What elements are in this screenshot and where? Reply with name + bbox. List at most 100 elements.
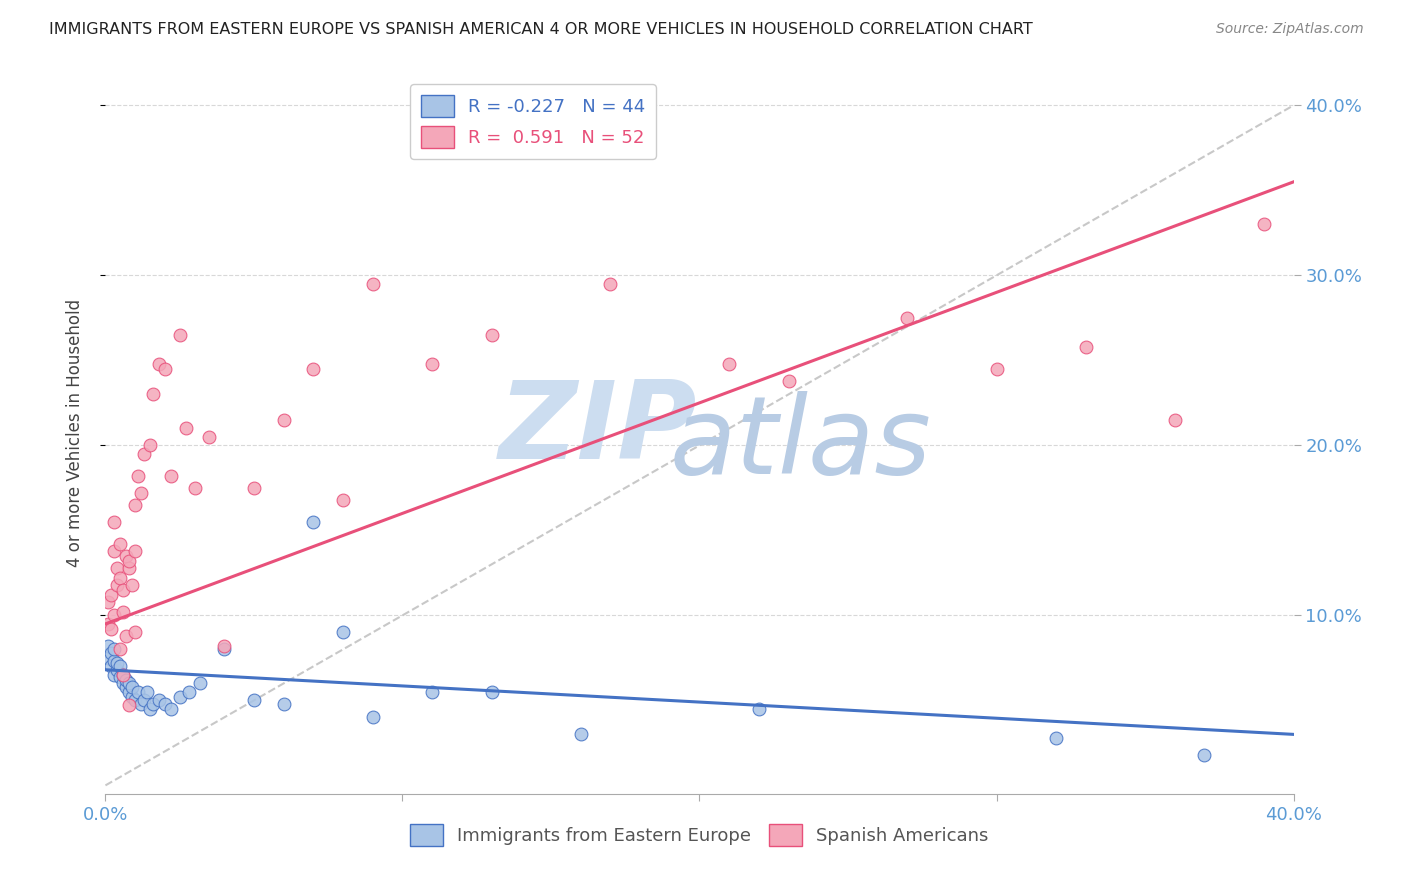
Point xyxy=(1253,218,1275,232)
Point xyxy=(112,582,135,597)
Point xyxy=(112,668,135,682)
Point xyxy=(129,697,152,711)
Point xyxy=(198,430,221,444)
Point xyxy=(118,698,141,713)
Point xyxy=(302,515,325,529)
Point xyxy=(273,697,295,711)
Point xyxy=(599,277,621,291)
Point xyxy=(243,481,266,495)
Point xyxy=(132,447,155,461)
Point xyxy=(159,702,181,716)
Point xyxy=(569,727,592,741)
Point xyxy=(127,685,149,699)
Point xyxy=(110,642,132,657)
Point xyxy=(105,578,128,592)
Point xyxy=(105,656,128,670)
Point xyxy=(139,438,162,452)
Point xyxy=(124,498,146,512)
Y-axis label: 4 or more Vehicles in Household: 4 or more Vehicles in Household xyxy=(66,299,84,566)
Point xyxy=(124,625,146,640)
Point xyxy=(100,646,122,660)
Point xyxy=(177,685,200,699)
Point xyxy=(153,697,176,711)
Point xyxy=(214,642,236,657)
Point xyxy=(718,357,741,371)
Point xyxy=(121,680,143,694)
Point xyxy=(148,357,170,371)
Point xyxy=(118,554,141,568)
Point xyxy=(986,362,1008,376)
Point xyxy=(1045,731,1067,745)
Point xyxy=(169,690,191,704)
Point xyxy=(159,469,181,483)
Point xyxy=(115,629,138,643)
Point xyxy=(103,543,125,558)
Text: IMMIGRANTS FROM EASTERN EUROPE VS SPANISH AMERICAN 4 OR MORE VEHICLES IN HOUSEHO: IMMIGRANTS FROM EASTERN EUROPE VS SPANIS… xyxy=(49,22,1033,37)
Point xyxy=(896,310,918,325)
Point xyxy=(302,362,325,376)
Point xyxy=(97,616,120,631)
Point xyxy=(174,421,197,435)
Point xyxy=(778,374,800,388)
Point xyxy=(103,608,125,623)
Point xyxy=(127,469,149,483)
Point xyxy=(481,327,503,342)
Point xyxy=(1164,413,1187,427)
Point xyxy=(132,693,155,707)
Text: Source: ZipAtlas.com: Source: ZipAtlas.com xyxy=(1216,22,1364,37)
Point xyxy=(273,413,295,427)
Point xyxy=(112,668,135,682)
Point xyxy=(118,561,141,575)
Point xyxy=(142,697,165,711)
Point xyxy=(420,357,443,371)
Point xyxy=(103,515,125,529)
Point xyxy=(121,578,143,592)
Point xyxy=(115,680,138,694)
Point xyxy=(105,663,128,677)
Point xyxy=(139,702,162,716)
Point xyxy=(112,605,135,619)
Point xyxy=(115,549,138,563)
Text: ZIP: ZIP xyxy=(499,376,697,482)
Point xyxy=(100,659,122,673)
Point xyxy=(121,690,143,704)
Point xyxy=(142,387,165,401)
Point xyxy=(100,588,122,602)
Point xyxy=(136,685,159,699)
Point xyxy=(110,571,132,585)
Point xyxy=(118,676,141,690)
Point xyxy=(361,710,384,724)
Point xyxy=(115,673,138,687)
Point xyxy=(190,676,212,690)
Point xyxy=(97,595,120,609)
Point xyxy=(100,622,122,636)
Point xyxy=(243,693,266,707)
Point xyxy=(1194,747,1216,762)
Point xyxy=(124,693,146,707)
Point xyxy=(169,327,191,342)
Point xyxy=(103,654,125,668)
Point xyxy=(214,639,236,653)
Point xyxy=(183,481,205,495)
Point xyxy=(481,685,503,699)
Point xyxy=(103,642,125,657)
Point xyxy=(148,693,170,707)
Point xyxy=(129,486,152,500)
Point xyxy=(124,543,146,558)
Point xyxy=(110,537,132,551)
Point xyxy=(112,676,135,690)
Point xyxy=(420,685,443,699)
Legend: Immigrants from Eastern Europe, Spanish Americans: Immigrants from Eastern Europe, Spanish … xyxy=(404,817,995,854)
Point xyxy=(97,651,120,665)
Point xyxy=(97,639,120,653)
Point xyxy=(103,668,125,682)
Point xyxy=(748,702,770,716)
Point xyxy=(1074,340,1097,354)
Point xyxy=(105,561,128,575)
Point xyxy=(110,659,132,673)
Point xyxy=(332,492,354,507)
Point xyxy=(361,277,384,291)
Point xyxy=(110,669,132,683)
Point xyxy=(153,362,176,376)
Point xyxy=(118,685,141,699)
